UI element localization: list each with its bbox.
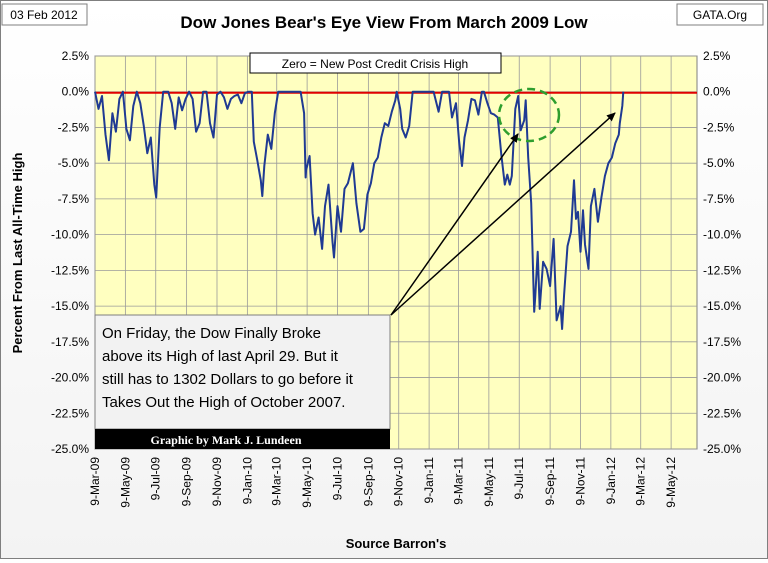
y-tick-label-right: -10.0% xyxy=(703,228,741,242)
x-axis: 9-Mar-09 9-May-09 9-Jul-09 9-Sep-09 9-Nov-09… xyxy=(88,457,678,508)
x-tick-label: 9-May-09 xyxy=(118,457,132,508)
y-tick-label-right: 0.0% xyxy=(703,85,731,99)
y-tick-label-left: -2.5% xyxy=(58,120,90,134)
y-tick-label-right: -7.5% xyxy=(703,192,735,206)
y-tick-label-left: -10.0% xyxy=(51,228,89,242)
x-tick-label: 9-Jan-11 xyxy=(422,457,436,504)
arrow-to-july-2011 xyxy=(390,133,519,316)
y-tick-label-left: 0.0% xyxy=(62,85,90,99)
y-tick-label-left: -12.5% xyxy=(51,263,89,277)
y-tick-label-left: -25.0% xyxy=(51,442,89,456)
annotation-box xyxy=(94,314,391,430)
x-tick-label: 9-Jul-11 xyxy=(512,457,526,500)
y-tick-label-right: -15.0% xyxy=(703,299,741,313)
x-tick-label: 9-Jul-09 xyxy=(149,457,163,501)
date-label: 03 Feb 2012 xyxy=(10,8,78,22)
x-tick-label: 9-Nov-10 xyxy=(392,457,406,507)
source-site-label: GATA.Org xyxy=(693,8,747,22)
x-tick-label: 9-Mar-11 xyxy=(451,457,465,505)
x-tick-label: 9-May-12 xyxy=(664,457,678,508)
y-tick-label-right: 2.5% xyxy=(703,49,731,63)
credit-bar xyxy=(95,429,390,449)
x-tick-label: 9-May-10 xyxy=(300,457,314,508)
zero-label: Zero = New Post Credit Crisis High xyxy=(282,57,468,71)
y-tick-label-right: -25.0% xyxy=(703,442,741,456)
y-tick-label-right: -12.5% xyxy=(703,263,741,277)
y-tick-label-left: -20.0% xyxy=(51,371,89,385)
x-tick-label: 9-Mar-10 xyxy=(270,457,284,506)
chart-title: Dow Jones Bear's Eye View From March 200… xyxy=(180,13,588,32)
arrow-to-feb-2012 xyxy=(390,112,616,316)
x-tick-label: 9-Jan-12 xyxy=(604,457,618,505)
x-tick-label: 9-Mar-12 xyxy=(634,457,648,506)
source-site-box xyxy=(676,3,764,26)
annotation-line-1: On Friday, the Dow Finally Broke xyxy=(102,325,321,342)
x-tick-label: 9-Jul-10 xyxy=(330,457,344,501)
y-tick-label-right: -5.0% xyxy=(703,156,735,170)
credit-label: Graphic by Mark J. Lundeen xyxy=(150,433,301,447)
x-tick-label: 9-May-11 xyxy=(482,457,496,507)
x-axis-title: Source Barron's xyxy=(346,536,447,551)
y-axis-left: 2.5% 0.0% -2.5% -5.0% -7.5% -10.0% -12.5% -15.0… xyxy=(51,49,89,456)
y-tick-label-left: 2.5% xyxy=(62,49,90,63)
y-axis-right: 2.5% 0.0% -2.5% -5.0% -7.5% -10.0% -12.5% -15.0… xyxy=(703,49,741,456)
y-tick-label-right: -2.5% xyxy=(703,120,735,134)
highlight-circle xyxy=(497,87,561,143)
x-tick-label: 9-Mar-09 xyxy=(88,457,102,506)
annotation-line-4: Takes Out the High of October 2007. xyxy=(102,394,345,411)
annotation-line-2: above its High of last April 29. But it xyxy=(102,348,339,365)
x-tick-label: 9-Sep-11 xyxy=(543,457,557,506)
x-tick-label: 9-Nov-09 xyxy=(210,457,224,507)
y-tick-label-left: -22.5% xyxy=(51,406,89,420)
y-tick-label-left: -7.5% xyxy=(58,192,90,206)
y-tick-label-left: -5.0% xyxy=(58,156,90,170)
y-tick-label-right: -22.5% xyxy=(703,406,741,420)
series-line xyxy=(94,90,625,330)
zero-label-box xyxy=(249,52,502,74)
y-tick-label-left: -15.0% xyxy=(51,299,89,313)
x-tick-label: 9-Nov-11 xyxy=(573,457,587,506)
y-tick-label-right: -17.5% xyxy=(703,335,741,349)
x-tick-label: 9-Sep-10 xyxy=(361,457,375,507)
date-box xyxy=(1,3,88,26)
x-tick-label: 9-Jan-10 xyxy=(240,457,254,505)
x-tick-label: 9-Sep-09 xyxy=(180,457,194,507)
y-tick-label-right: -20.0% xyxy=(703,371,741,385)
y-axis-title: Percent From Last All-Time High xyxy=(10,153,25,354)
annotation-line-3: still has to 1302 Dollars to go before i… xyxy=(102,371,354,388)
y-tick-label-left: -17.5% xyxy=(51,335,89,349)
